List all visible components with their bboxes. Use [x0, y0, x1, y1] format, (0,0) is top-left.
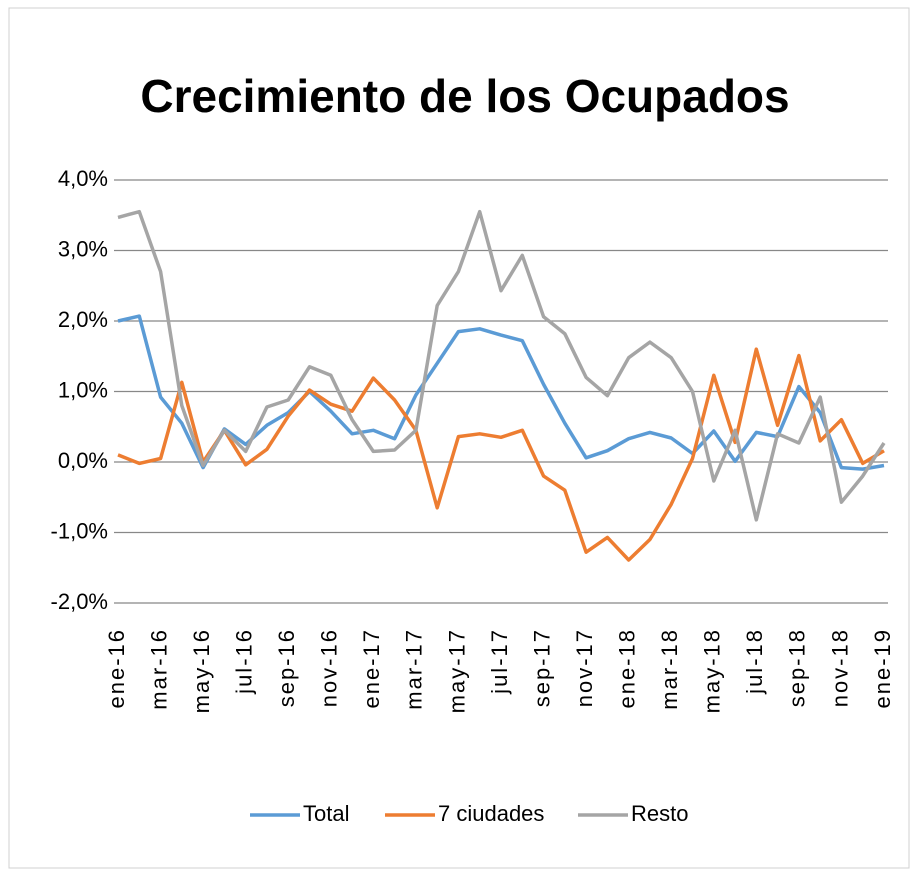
x-tick-label: nov-18 — [827, 628, 852, 707]
x-tick-label: nov-17 — [572, 628, 597, 707]
legend-label: Total — [303, 801, 349, 826]
y-tick-label: 2,0% — [58, 307, 108, 332]
x-tick-label: sep-16 — [274, 628, 299, 707]
y-tick-label: 1,0% — [58, 377, 108, 402]
x-tick-label: ene-18 — [614, 628, 639, 709]
x-tick-label: jul-18 — [742, 628, 767, 695]
x-tick-label: mar-16 — [146, 628, 171, 710]
y-tick-label: 0,0% — [58, 448, 108, 473]
x-tick-label: ene-19 — [870, 628, 895, 709]
series-line — [117, 347, 885, 562]
x-tick-label: ene-17 — [359, 628, 384, 709]
legend-label: 7 ciudades — [438, 801, 544, 826]
x-tick-label: jul-17 — [487, 628, 512, 695]
x-tick-label: may-16 — [189, 628, 214, 713]
x-tick-label: jul-16 — [231, 628, 256, 695]
series-line — [117, 314, 885, 471]
x-tick-label: mar-18 — [657, 628, 682, 710]
y-tick-label: 3,0% — [58, 236, 108, 261]
legend-label: Resto — [631, 801, 688, 826]
x-tick-label: sep-18 — [785, 628, 810, 707]
x-tick-label: ene-16 — [104, 628, 129, 709]
x-tick-label: may-17 — [444, 628, 469, 713]
x-tick-label: may-18 — [700, 628, 725, 713]
y-tick-label: 4,0% — [58, 166, 108, 191]
series-line — [117, 209, 886, 522]
y-tick-label: -1,0% — [51, 518, 108, 543]
y-tick-label: -2,0% — [51, 589, 108, 614]
chart-title: Crecimiento de los Ocupados — [140, 70, 789, 122]
x-tick-label: nov-16 — [317, 628, 342, 707]
x-tick-label: mar-17 — [402, 628, 427, 710]
x-tick-label: sep-17 — [529, 628, 554, 707]
